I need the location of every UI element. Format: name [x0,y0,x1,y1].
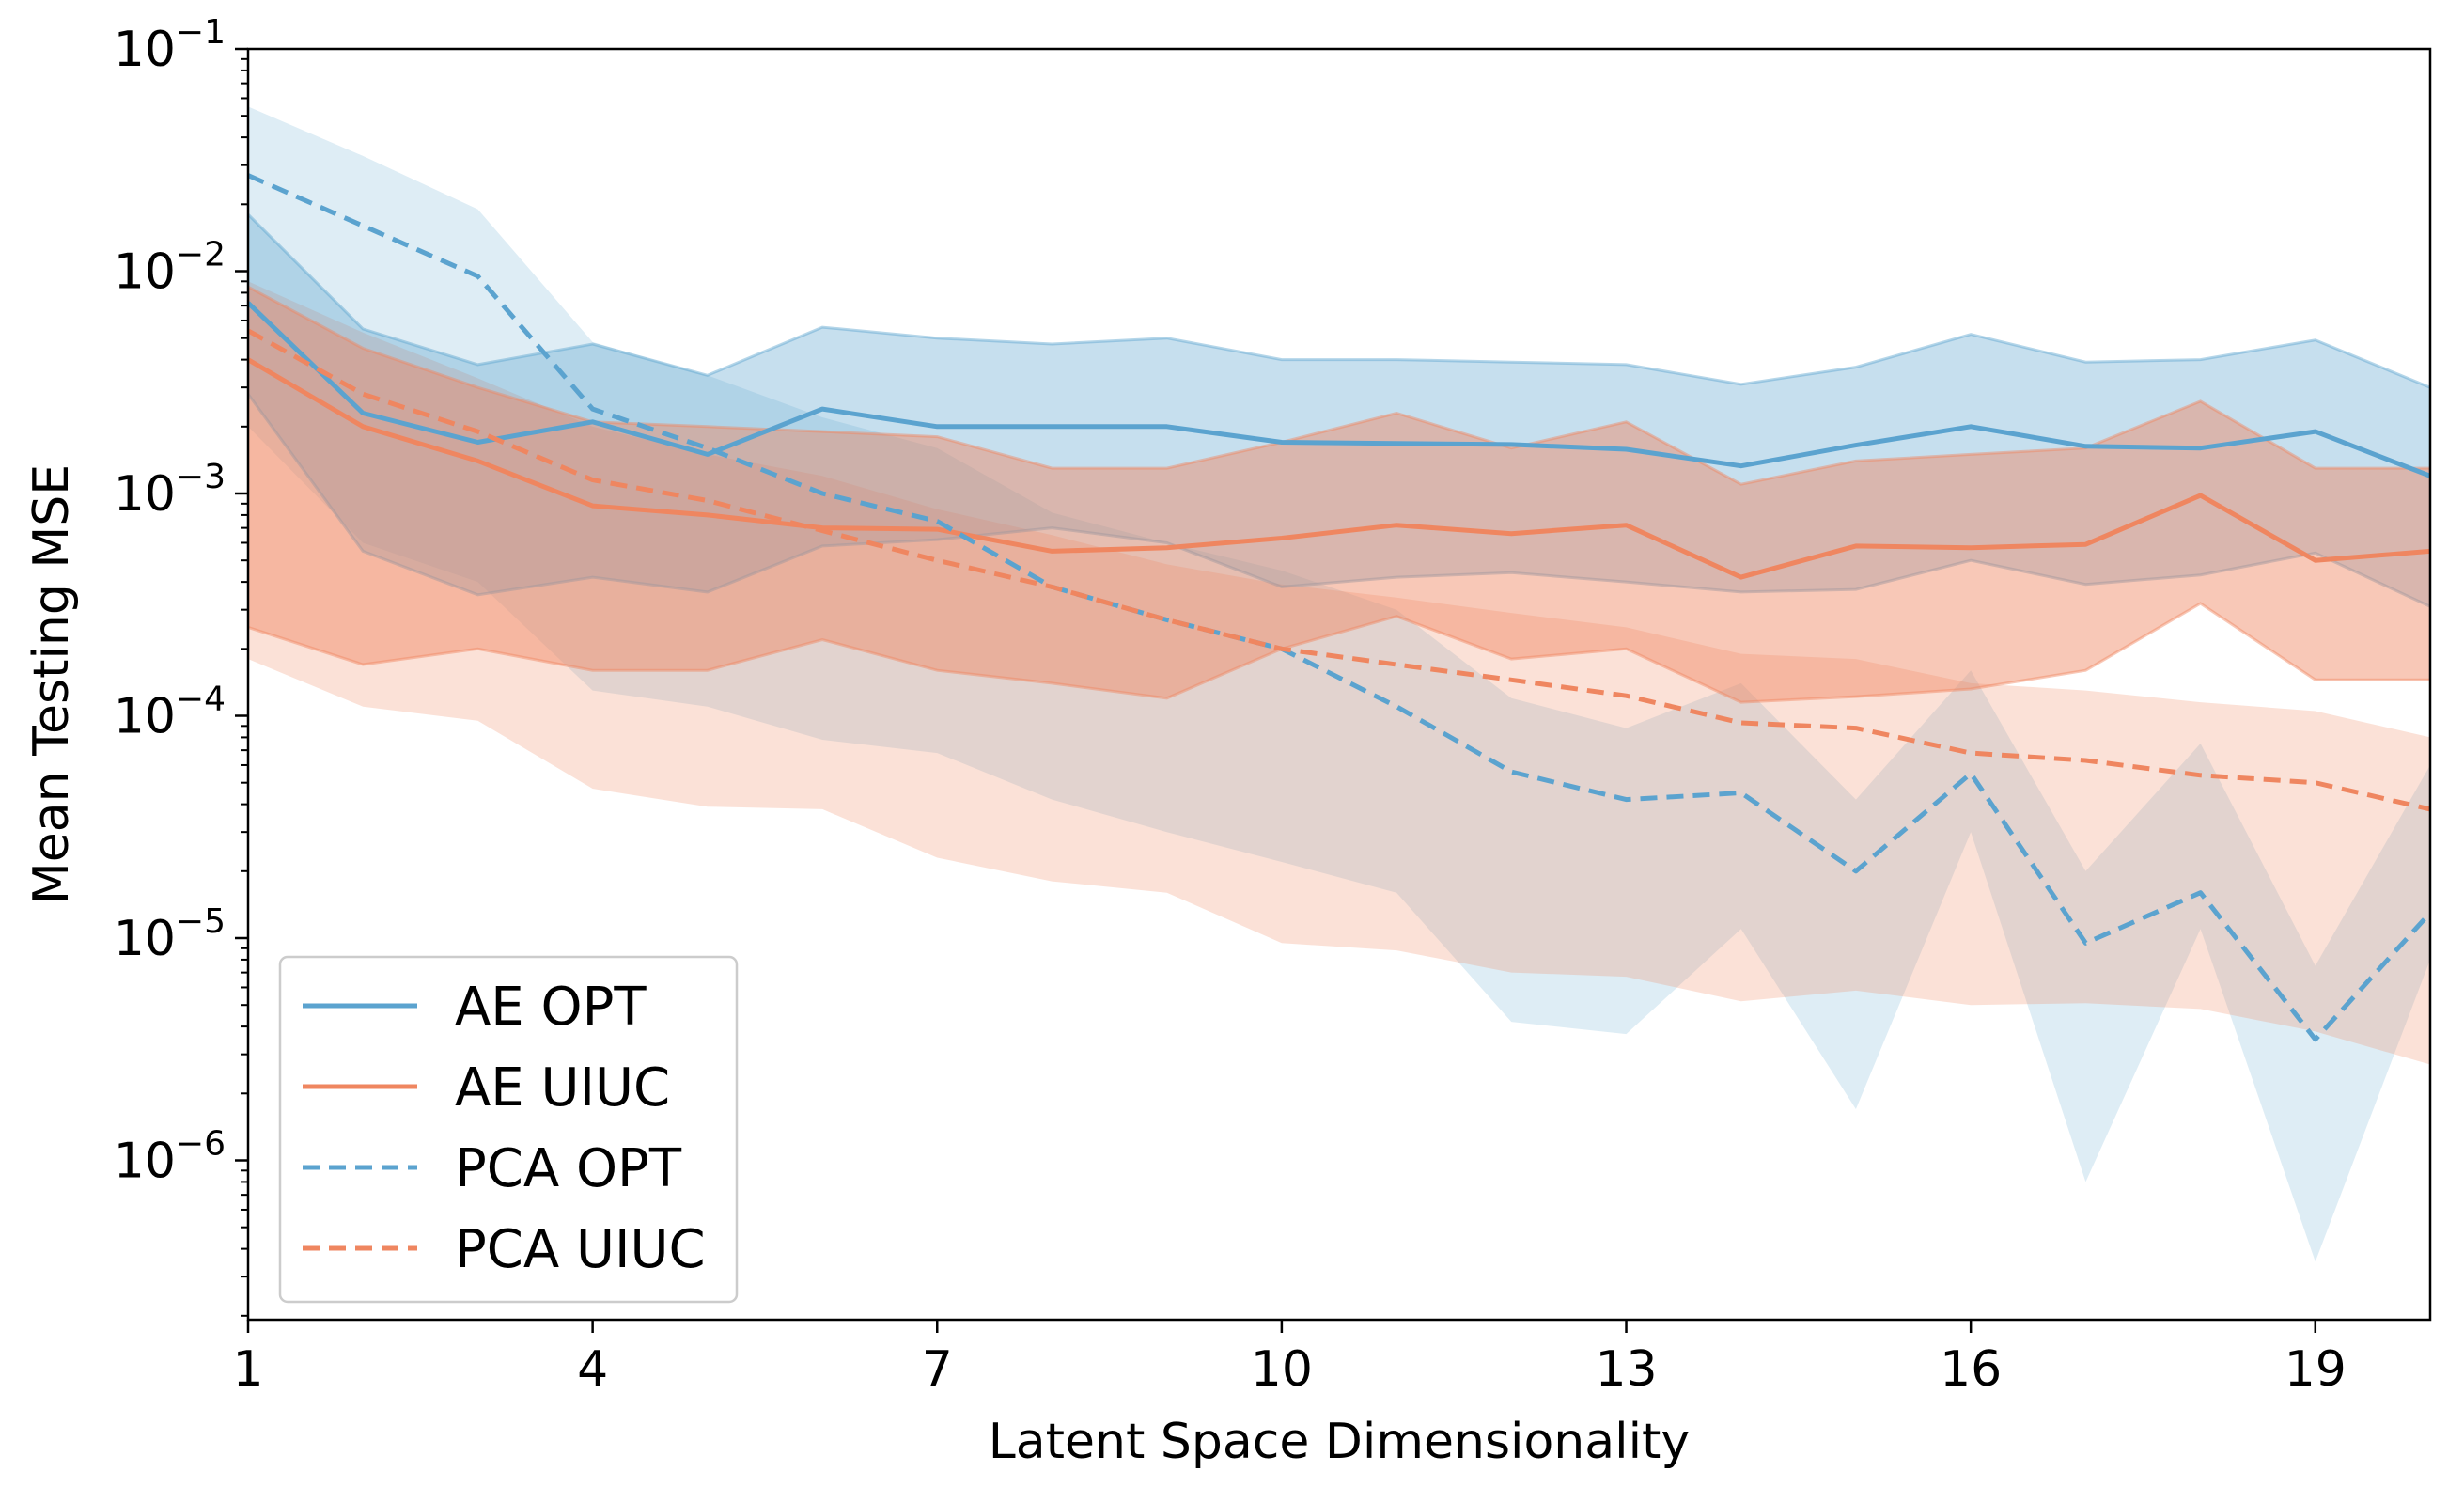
series-line-ae-opt [248,301,2430,478]
series-line-pca-opt [248,173,2430,1042]
legend-label: PCA OPT [455,1138,682,1199]
x-axis-title: Latent Space Dimensionality [989,1414,1690,1470]
x-axis: 1 4 7 10 13 16 19 [232,1320,2347,1398]
x-tick-label: 1 [232,1341,263,1398]
band-edge-lower [248,393,2430,608]
y-axis-title: Mean Testing MSE [23,464,80,904]
x-tick-label: 10 [1251,1341,1313,1398]
legend-label: AE OPT [455,977,647,1038]
x-tick-label: 4 [577,1341,608,1398]
band-pca-uiuc [248,281,2430,1065]
y-tick-label: 10−2 [114,236,226,301]
y-tick-label: 10−4 [114,681,226,745]
plot-frame [246,47,2432,1322]
x-tick-label: 16 [1940,1341,2002,1398]
x-tick-label: 19 [2285,1341,2347,1398]
legend: AE OPT AE UIUC PCA OPT PCA UIUC [278,955,739,1304]
series-lines [248,173,2430,1042]
band-ae-uiuc [248,287,2430,703]
series-line-ae-uiuc [248,357,2430,580]
legend-box [278,955,739,1304]
legend-label: AE UIUC [455,1057,670,1119]
band-edge-lower [248,602,2430,704]
band-edge-upper [248,213,2430,389]
legend-label: PCA UIUC [455,1219,706,1280]
x-tick-label: 13 [1595,1341,1657,1398]
y-axis: 10−610−510−410−310−210−1 [114,13,248,1317]
band-ae-opt [248,214,2430,607]
band-edge-upper [248,285,2430,486]
band-pca-opt [248,106,2430,1262]
x-tick-label: 7 [922,1341,953,1398]
confidence-bands [248,106,2430,1262]
series-line-pca-uiuc [248,328,2430,812]
